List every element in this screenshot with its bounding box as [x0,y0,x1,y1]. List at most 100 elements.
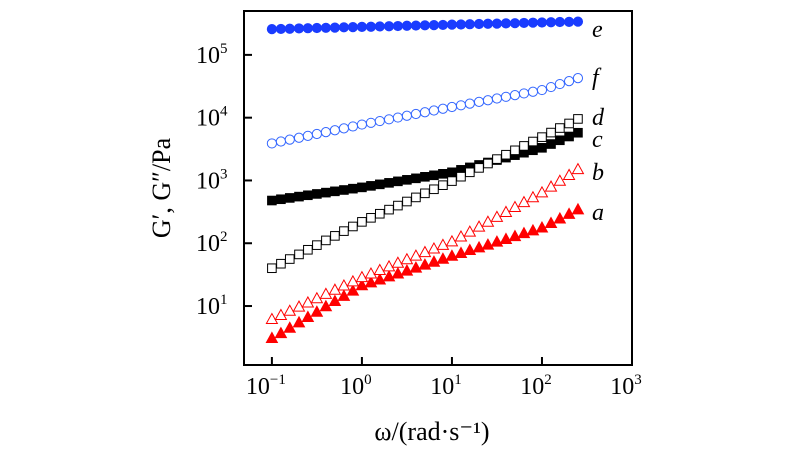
data-point [508,229,522,242]
data-point [366,181,376,191]
data-point [374,21,385,32]
data-point [294,191,304,202]
data-point [501,149,511,160]
data-point [445,234,459,247]
data-point [347,121,358,132]
series-label-b: b [592,160,604,186]
series-label-c: c [592,127,603,153]
data-point [339,226,349,236]
series-a [265,202,585,343]
series-b [265,162,585,325]
data-point [499,205,513,217]
data-point [330,186,340,197]
data-point [463,243,477,256]
data-point [356,119,368,130]
data-point [348,221,358,232]
data-point [409,249,423,261]
data-point [465,167,475,178]
data-point [347,22,358,33]
data-point [401,110,413,121]
data-point [456,171,466,182]
data-point [509,90,521,101]
data-point [329,22,340,33]
data-point [553,211,567,224]
data-point [563,16,575,27]
data-point [348,183,358,194]
data-point [517,195,531,208]
y-tick-label: 103 [196,166,228,194]
y-tick-label: 101 [196,292,228,320]
data-point [392,112,403,123]
data-point [410,20,422,31]
data-point [427,255,441,267]
data-point [301,310,315,322]
data-point [573,127,583,138]
data-point [572,73,584,84]
data-point [546,139,556,149]
data-point [536,17,548,28]
data-point [490,235,504,247]
data-point [438,169,448,179]
data-point [554,78,565,90]
data-point [373,263,387,275]
data-point [411,192,421,203]
data-point [392,20,403,32]
data-point [555,135,565,146]
data-point [418,245,432,258]
data-point [284,23,295,34]
data-marks [265,16,585,343]
data-point [338,123,350,134]
data-point [546,127,556,138]
data-point [410,108,422,120]
data-point [472,240,486,253]
data-point [472,220,486,232]
data-point [555,123,565,133]
data-point [481,238,495,250]
data-point [374,115,385,127]
data-point [283,304,297,316]
data-point [337,289,351,301]
data-point [526,223,540,236]
data-point [284,254,295,264]
data-point [446,19,458,30]
data-point [535,185,549,198]
data-point [329,125,340,136]
series-d [267,114,583,274]
data-point [328,294,342,307]
data-point [293,23,305,34]
series-label-a: a [592,200,604,226]
series-f [266,73,584,149]
data-point [526,190,540,203]
data-point [384,178,394,188]
data-point [562,168,576,180]
data-point [491,93,503,104]
y-tick-label: 104 [196,104,228,132]
data-point [474,163,484,173]
data-point [265,331,279,343]
data-point [454,246,468,258]
data-point [473,18,485,30]
data-point [301,295,315,308]
data-point [519,141,529,151]
data-point [391,256,405,268]
data-point [571,162,585,175]
data-point [527,17,539,28]
data-point [446,101,458,113]
data-point [482,95,494,106]
data-point [384,204,394,215]
data-point [402,175,412,185]
x-tick-label: 102 [520,372,552,400]
data-point [284,193,295,203]
data-point [564,118,574,129]
data-point [508,200,522,213]
data-point [393,200,403,211]
data-point [483,158,493,169]
data-point [464,98,475,109]
data-point [373,272,387,285]
data-point [364,267,378,279]
data-point [447,176,457,186]
data-point [510,145,520,156]
data-point [500,91,512,102]
data-point [346,284,360,296]
